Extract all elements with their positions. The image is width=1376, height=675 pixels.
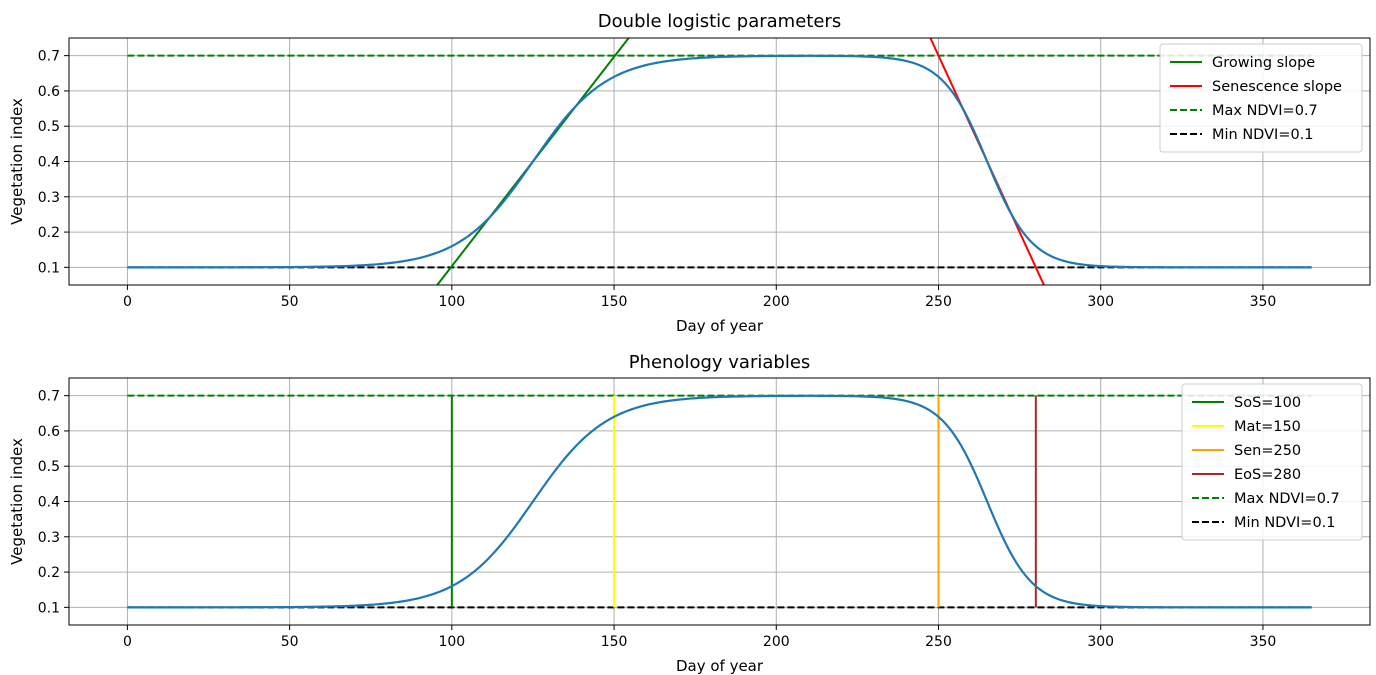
y-tick-label: 0.2 — [38, 225, 60, 241]
x-tick-label: 250 — [925, 634, 952, 650]
x-tick-label: 200 — [763, 634, 790, 650]
y-axis-label: Vegetation index — [8, 98, 26, 225]
y-tick-label: 0.2 — [38, 565, 60, 581]
y-tick-label: 0.4 — [38, 495, 60, 511]
plot-content — [127, 394, 1312, 609]
x-tick-label: 250 — [925, 294, 952, 310]
legend-box — [1181, 383, 1363, 541]
x-tick-label: 300 — [1087, 294, 1114, 310]
legend: SoS=100 Mat=150 Sen=250 EoS=280 Max NDVI=0.7… — [1181, 383, 1363, 541]
legend-entry-label: Max NDVI=0.7 — [1212, 103, 1318, 119]
legend-entry-label: Max NDVI=0.7 — [1234, 491, 1340, 507]
chart-panel-2: 0 50 100 150 200 250 300 350 0.1 0.2 0.3 0.4 0.5 0.6 0… — [8, 352, 1371, 675]
x-tick-label: 0 — [123, 634, 132, 650]
chart-title: Double logistic parameters — [598, 11, 841, 32]
x-tick-label: 350 — [1250, 634, 1277, 650]
x-tick-label: 350 — [1250, 294, 1277, 310]
legend-entry-label: Sen=250 — [1234, 443, 1301, 459]
x-tick-label: 50 — [281, 634, 299, 650]
x-tick-label: 150 — [601, 294, 628, 310]
y-tick-label: 0.1 — [38, 600, 60, 616]
vegetation-index-curve — [127, 394, 1312, 609]
legend-entry-label: Senescence slope — [1212, 79, 1342, 95]
vegetation-index-curve — [127, 54, 1312, 269]
y-tick-label: 0.4 — [38, 155, 60, 171]
y-tick-label: 0.3 — [38, 530, 60, 546]
y-tick-label: 0.7 — [38, 49, 60, 65]
y-axis-label: Vegetation index — [8, 438, 26, 565]
x-tick-label: 200 — [763, 294, 790, 310]
y-tick-label: 0.5 — [38, 459, 60, 475]
y-tick-label: 0.6 — [38, 424, 60, 440]
plot-content — [127, 38, 1312, 285]
legend-entry-label: Min NDVI=0.1 — [1212, 127, 1314, 143]
y-tick-label: 0.5 — [38, 119, 60, 135]
legend-entry-label: SoS=100 — [1234, 395, 1301, 411]
chart-title: Phenology variables — [629, 352, 811, 373]
y-tick-label: 0.3 — [38, 190, 60, 206]
y-tick-label: 0.6 — [38, 84, 60, 100]
x-tick-label: 50 — [281, 294, 299, 310]
legend-box — [1159, 43, 1363, 153]
legend-entry-label: Mat=150 — [1234, 419, 1301, 435]
legend-entry-label: Min NDVI=0.1 — [1234, 515, 1336, 531]
x-tick-label: 100 — [438, 294, 465, 310]
x-tick-label: 100 — [438, 634, 465, 650]
x-axis-label: Day of year — [676, 657, 764, 675]
x-tick-label: 300 — [1087, 634, 1114, 650]
y-tick-label: 0.1 — [38, 260, 60, 276]
x-tick-label: 0 — [123, 294, 132, 310]
legend-entry-label: Growing slope — [1212, 55, 1315, 71]
x-tick-label: 150 — [601, 634, 628, 650]
chart-panel-1: 0 50 100 150 200 250 300 350 0.1 0.2 0.3 0.4 0.5 0.6 0… — [8, 11, 1371, 335]
y-tick-label: 0.7 — [38, 389, 60, 405]
x-axis-label: Day of year — [676, 317, 764, 335]
legend: Growing slope Senescence slope Max NDVI=0.… — [1159, 43, 1363, 153]
legend-entry-label: EoS=280 — [1234, 467, 1301, 483]
